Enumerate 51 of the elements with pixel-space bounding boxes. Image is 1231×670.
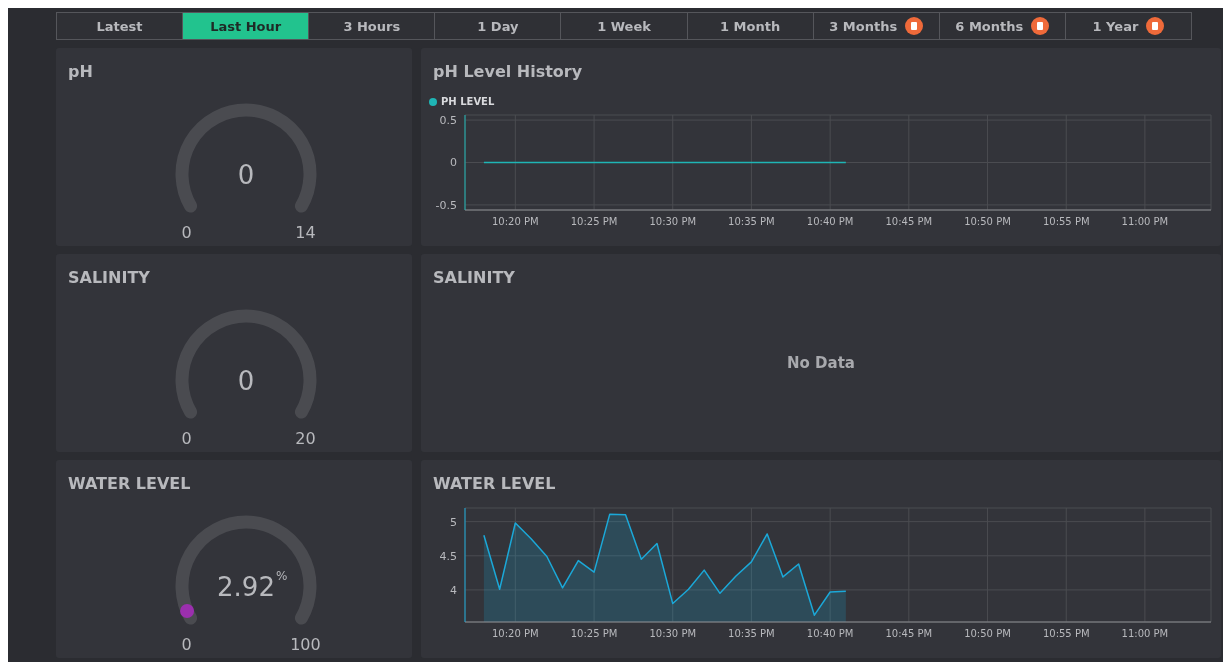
x-tick-label: 10:30 PM [649, 628, 697, 640]
y-tick-label: 5 [450, 515, 457, 529]
text: 3 Hours [343, 18, 401, 34]
x-tick-label: 10:25 PM [570, 216, 618, 228]
text: 1 Year [1092, 18, 1139, 34]
text: % [276, 569, 288, 583]
text: 0 [237, 366, 255, 396]
x-tick-label: 10:45 PM [885, 628, 933, 640]
text: SALINITY [68, 268, 151, 287]
text: 6 Months [955, 18, 1024, 34]
x-tick-label: 10:35 PM [728, 628, 775, 640]
x-tick-label: 10:45 PM [885, 216, 933, 228]
text: Latest [96, 18, 143, 34]
x-tick-label: 11:00 PM [1121, 216, 1169, 228]
x-tick-label: 10:35 PM [728, 216, 775, 228]
text: 0 [181, 429, 192, 448]
legend-label: PH LEVEL [441, 96, 495, 107]
text: 20 [295, 429, 316, 448]
x-tick-label: 10:30 PM [649, 216, 697, 228]
text: 2.92 [217, 572, 275, 602]
y-tick-label: 0 [450, 156, 457, 170]
x-tick-label: 10:55 PM [1042, 216, 1090, 228]
text: SALINITY [433, 268, 516, 287]
x-tick-label: 10:55 PM [1042, 628, 1090, 640]
x-tick-label: 10:20 PM [492, 216, 539, 228]
text: pH [68, 62, 94, 81]
chart-title: WATER LEVEL [433, 474, 557, 493]
text: WATER LEVEL [68, 474, 192, 493]
text: 0 [181, 223, 192, 242]
x-tick-label: 10:40 PM [806, 628, 854, 640]
x-tick-label: 10:50 PM [964, 216, 1011, 228]
y-tick-label: 4.5 [439, 549, 457, 563]
chart-title: pH Level History [433, 62, 584, 81]
text: 0 [181, 635, 192, 654]
y-tick-label: 0.5 [439, 113, 457, 127]
x-tick-label: 10:50 PM [964, 628, 1011, 640]
x-tick-label: 10:25 PM [570, 628, 618, 640]
text: 14 [295, 223, 316, 242]
x-tick-label: 10:20 PM [492, 628, 539, 640]
text: No Data [786, 354, 856, 372]
x-tick-label: 10:40 PM [806, 216, 854, 228]
text: 1 Week [597, 18, 651, 34]
text: 3 Months [829, 18, 898, 34]
text: 1 Day [477, 18, 519, 34]
text: 100 [290, 635, 321, 654]
x-tick-label: 11:00 PM [1121, 628, 1169, 640]
y-tick-label: -0.5 [435, 198, 457, 212]
y-tick-label: 4 [450, 583, 457, 597]
text: 0 [237, 160, 255, 190]
text: 1 Month [720, 18, 781, 34]
text: Last Hour [210, 18, 282, 34]
